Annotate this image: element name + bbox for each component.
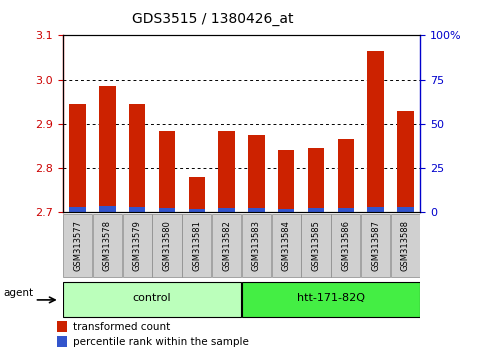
Bar bbox=[57, 321, 68, 332]
Bar bbox=[99, 206, 115, 212]
Bar bbox=[93, 214, 122, 277]
Bar bbox=[331, 214, 360, 277]
Bar bbox=[218, 209, 235, 212]
Bar bbox=[123, 214, 152, 277]
Bar bbox=[212, 214, 241, 277]
Bar bbox=[242, 214, 271, 277]
Bar bbox=[361, 214, 390, 277]
Bar bbox=[129, 104, 145, 212]
Bar bbox=[218, 131, 235, 212]
Bar bbox=[338, 208, 354, 212]
Text: agent: agent bbox=[3, 288, 33, 298]
Bar bbox=[338, 139, 354, 212]
Bar bbox=[63, 214, 92, 277]
Bar bbox=[70, 104, 86, 212]
Text: transformed count: transformed count bbox=[73, 321, 170, 332]
Text: GSM313588: GSM313588 bbox=[401, 219, 410, 271]
Text: GSM313585: GSM313585 bbox=[312, 220, 320, 270]
Bar bbox=[278, 150, 294, 212]
Text: GSM313587: GSM313587 bbox=[371, 219, 380, 271]
Text: GSM313582: GSM313582 bbox=[222, 220, 231, 270]
Text: GSM313586: GSM313586 bbox=[341, 219, 350, 271]
Bar bbox=[278, 209, 294, 212]
Text: GSM313580: GSM313580 bbox=[163, 220, 171, 270]
Bar bbox=[397, 111, 413, 212]
Bar bbox=[57, 336, 68, 347]
Bar bbox=[397, 207, 413, 212]
Text: GSM313581: GSM313581 bbox=[192, 220, 201, 270]
Bar bbox=[70, 207, 86, 212]
Bar bbox=[182, 214, 212, 277]
Bar bbox=[189, 209, 205, 212]
Bar bbox=[159, 208, 175, 212]
Bar bbox=[308, 148, 324, 212]
Bar bbox=[248, 135, 265, 212]
Bar bbox=[271, 214, 301, 277]
Text: percentile rank within the sample: percentile rank within the sample bbox=[73, 337, 249, 347]
Text: GSM313578: GSM313578 bbox=[103, 219, 112, 271]
Bar bbox=[248, 208, 265, 212]
Bar bbox=[368, 207, 384, 212]
Bar bbox=[368, 51, 384, 212]
Bar bbox=[129, 207, 145, 212]
Bar bbox=[159, 131, 175, 212]
Bar bbox=[153, 214, 182, 277]
Bar bbox=[63, 282, 241, 316]
Text: GSM313579: GSM313579 bbox=[133, 220, 142, 270]
Text: control: control bbox=[133, 293, 171, 303]
Text: GSM313584: GSM313584 bbox=[282, 220, 291, 270]
Bar bbox=[99, 86, 115, 212]
Bar bbox=[301, 214, 330, 277]
Text: GSM313577: GSM313577 bbox=[73, 219, 82, 271]
Text: htt-171-82Q: htt-171-82Q bbox=[297, 293, 365, 303]
Bar bbox=[189, 177, 205, 212]
Bar bbox=[308, 208, 324, 212]
Text: GSM313583: GSM313583 bbox=[252, 219, 261, 271]
Bar bbox=[242, 282, 420, 316]
Bar bbox=[391, 214, 420, 277]
Text: GDS3515 / 1380426_at: GDS3515 / 1380426_at bbox=[132, 12, 293, 27]
